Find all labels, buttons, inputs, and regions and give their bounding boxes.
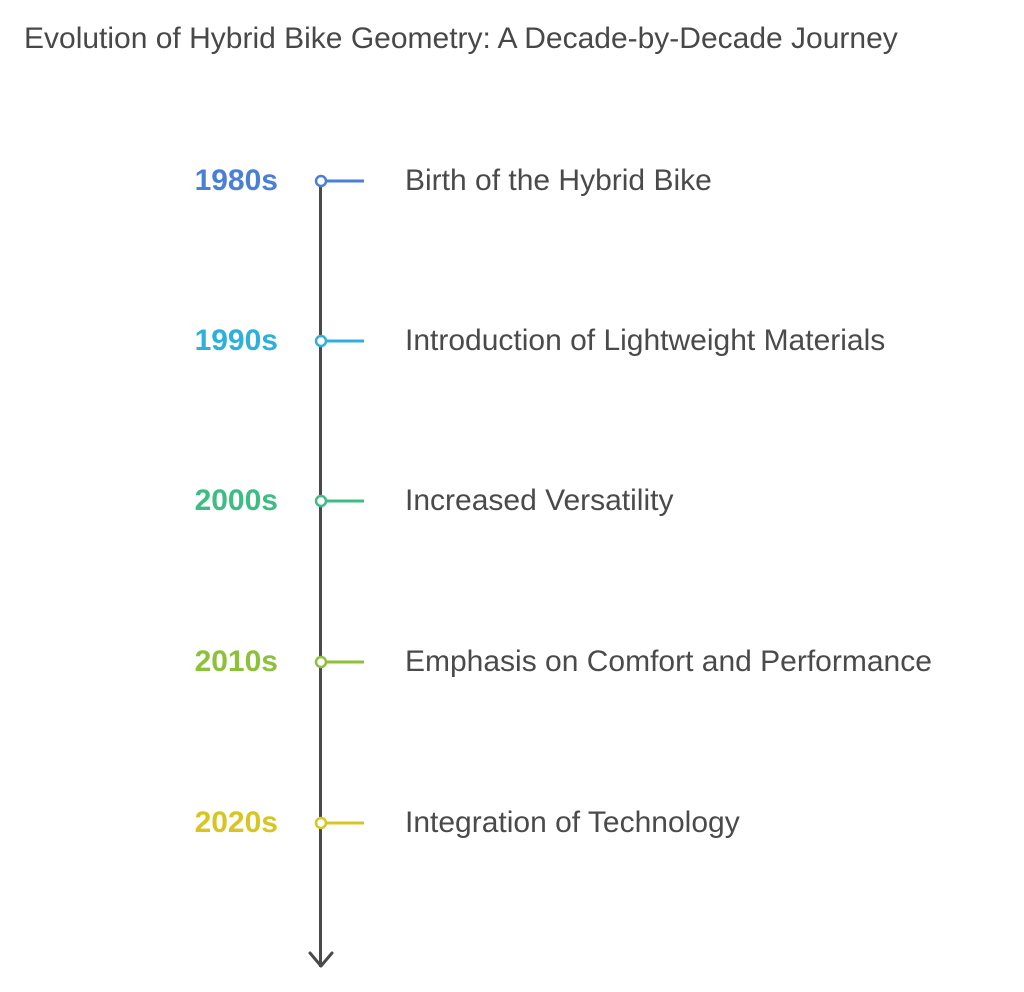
decade-label: 1990s [194,324,278,357]
event-label: Emphasis on Comfort and Performance [405,645,932,678]
decade-label: 2020s [194,806,278,839]
timeline-event-2010s: 2010s Emphasis on Comfort and Performanc… [0,640,1024,684]
timeline-axis [319,181,322,967]
event-connector [314,334,364,348]
timeline-event-1980s: 1980s Birth of the Hybrid Bike [0,159,1024,203]
event-connector [314,494,364,508]
decade-label: 2010s [194,645,278,678]
decade-label: 1980s [194,164,278,197]
event-connector [314,655,364,669]
event-connector [314,174,364,188]
event-label: Birth of the Hybrid Bike [405,164,712,197]
event-label: Integration of Technology [405,806,740,839]
diagram-title: Evolution of Hybrid Bike Geometry: A Dec… [24,22,898,55]
event-label: Increased Versatility [405,484,674,517]
timeline-event-1990s: 1990s Introduction of Lightweight Materi… [0,319,1024,363]
event-connector [314,816,364,830]
arrow-down-icon [308,951,334,968]
decade-label: 2000s [194,484,278,517]
timeline-event-2000s: 2000s Increased Versatility [0,479,1024,523]
timeline-event-2020s: 2020s Integration of Technology [0,801,1024,845]
event-label: Introduction of Lightweight Materials [405,324,886,357]
